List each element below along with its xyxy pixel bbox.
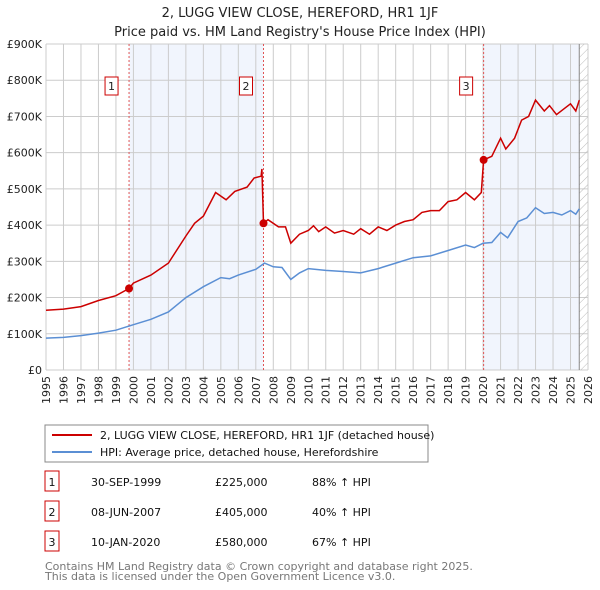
shaded-period-1 [129,44,264,370]
y-tick-label: £300K [7,255,43,268]
x-tick-label: 2016 [407,376,420,404]
sale-label: 1 [108,80,115,93]
x-tick-label: 2000 [127,376,140,404]
footer-line-1: Contains HM Land Registry data © Crown c… [45,560,473,573]
sale-hpi-change: 88% ↑ HPI [312,476,371,489]
sale-number-box [44,500,60,522]
sale-point [479,155,488,164]
sale-number-box [44,470,60,492]
x-tick-label: 2015 [390,376,403,404]
chart-subtitle: Price paid vs. HM Land Registry's House … [114,25,486,40]
x-tick-label: 2008 [267,376,280,404]
x-tick-label: 1996 [57,376,70,404]
sales-table: 1 30-SEP-1999 £225,000 88% ↑ HPI 2 08-JUN-200… [44,470,371,552]
x-tick-label: 1999 [110,376,123,404]
sale-date: 10-JAN-2020 [91,536,160,549]
x-tick-label: 2023 [530,376,543,404]
y-tick-label: £700K [7,110,43,123]
y-tick-label: £200K [7,292,43,305]
x-tick-label: 2013 [355,376,368,404]
x-tick-label: 2005 [215,376,228,404]
x-tick-label: 1997 [75,376,88,404]
legend: 2, LUGG VIEW CLOSE, HEREFORD, HR1 1JF (d… [44,424,434,463]
legend-label-hpi: HPI: Average price, detached house, Here… [100,446,379,459]
x-tick-label: 2007 [250,376,263,404]
y-tick-label: £600K [7,147,43,160]
y-tick-label: £100K [7,328,43,341]
x-tick-label: 2018 [442,376,455,404]
y-tick-label: £0 [28,364,42,377]
x-tick-label: 2004 [197,376,210,404]
x-tick-label: 2022 [512,376,525,404]
sale-hpi-change: 40% ↑ HPI [312,506,371,519]
x-tick-label: 2017 [425,376,438,404]
sale-point [259,219,268,228]
hpi-line [45,206,580,339]
sale-number: 2 [49,506,56,519]
sale-date: 08-JUN-2007 [91,506,161,519]
sale-label-box [238,76,253,96]
footer-line-2: This data is licensed under the Open Gov… [44,570,395,583]
x-tick-label: 2024 [547,376,560,404]
y-tick-label: £500K [7,183,43,196]
sale-label: 3 [463,80,470,93]
x-tick-label: 2019 [460,376,473,404]
x-tick-label: 2003 [180,376,193,404]
x-tick-label: 2012 [337,376,350,404]
x-tick-label: 1995 [40,376,53,404]
sale-label: 2 [242,80,249,93]
y-tick-label: £900K [7,38,43,51]
sale-date: 30-SEP-1999 [91,476,161,489]
future-hatch [579,44,588,370]
sale-label-box [459,76,474,96]
property-price-line [45,98,581,311]
x-tick-label: 2026 [582,376,595,404]
y-tick-label: £800K [7,74,43,87]
sale-label-box [104,76,119,96]
x-tick-label: 2011 [320,376,333,404]
sale-number: 3 [49,536,56,549]
x-tick-label: 2020 [477,376,490,404]
shaded-period-3 [483,44,580,370]
sale-point [125,284,134,293]
x-tick-label: 1998 [92,376,105,404]
sale-hpi-change: 67% ↑ HPI [312,536,371,549]
legend-label-property: 2, LUGG VIEW CLOSE, HEREFORD, HR1 1JF (d… [100,429,434,442]
sale-number-box [44,530,60,552]
sale-price: £580,000 [215,536,268,549]
y-tick-label: £400K [7,219,43,232]
x-tick-label: 2006 [232,376,245,404]
x-tick-label: 2014 [372,376,385,404]
sale-price: £225,000 [215,476,268,489]
x-tick-label: 2010 [302,376,315,404]
x-tick-label: 2002 [162,376,175,404]
x-tick-label: 2001 [145,376,158,404]
x-tick-label: 2021 [495,376,508,404]
sale-price: £405,000 [215,506,268,519]
x-tick-label: 2025 [565,376,578,404]
x-tick-label: 2009 [285,376,298,404]
sale-number: 1 [49,476,56,489]
chart-title: 2, LUGG VIEW CLOSE, HEREFORD, HR1 1JF [162,6,439,21]
